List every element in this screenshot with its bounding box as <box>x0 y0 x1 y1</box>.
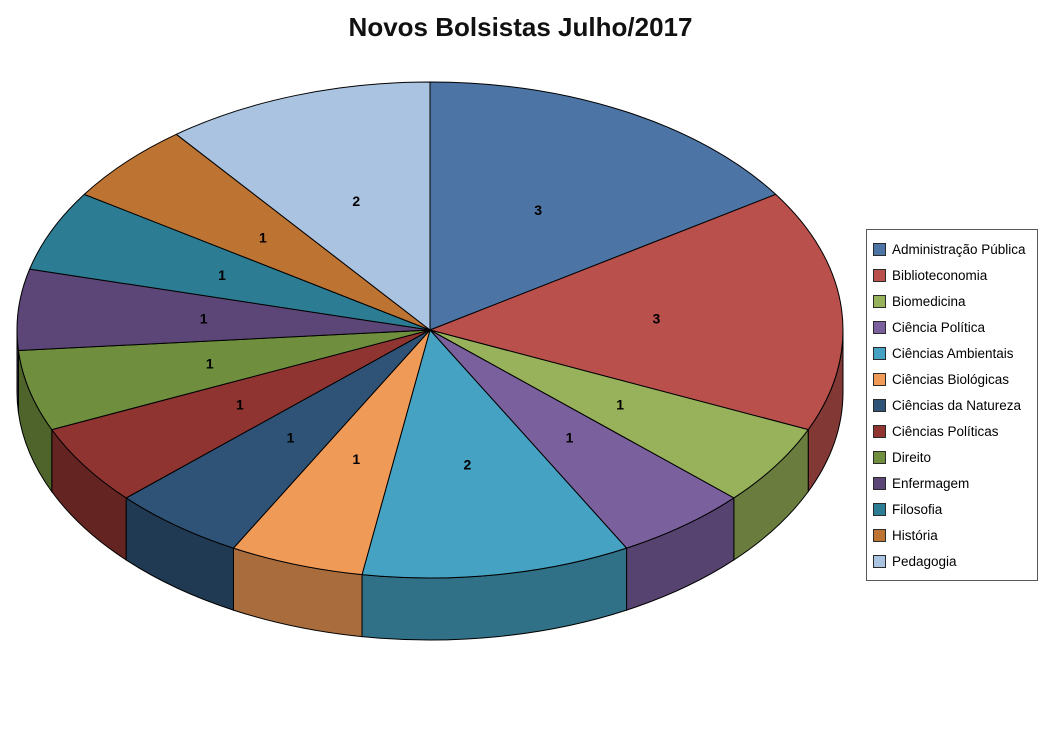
legend-item-ciencias-da-natureza: Ciências da Natureza <box>873 392 1033 418</box>
pie-slice-pedagogia <box>175 81 431 331</box>
legend: Administração Pública Biblioteconomia Biom… <box>866 229 1038 581</box>
legend-label-biomedicina: Biomedicina <box>892 293 966 309</box>
legend-item-ciencias-biologicas: Ciências Biológicas <box>873 366 1033 392</box>
legend-label-ciencias-biologicas: Ciências Biológicas <box>892 371 1010 387</box>
pie-slice-direito <box>17 329 431 431</box>
legend-swatch-ciencias-biologicas <box>873 372 886 386</box>
chart-title: Novos Bolsistas Julho/2017 <box>348 12 693 42</box>
legend-swatch-pedagogia <box>873 554 886 568</box>
pie-slice-enfermagem <box>16 268 431 351</box>
legend-swatch-direito <box>873 450 886 464</box>
legend-item-ciencias-ambientais: Ciências Ambientais <box>873 340 1033 366</box>
legend-swatch-historia <box>873 528 886 542</box>
data-label-enfermagem: 1 <box>200 311 208 327</box>
legend-item-ciencia-politica: Ciência Política <box>873 314 1033 340</box>
legend-label-ciencia-politica: Ciência Política <box>892 319 986 335</box>
legend-swatch-ciencias-politicas <box>873 424 886 438</box>
data-label-pedagogia: 2 <box>352 193 360 209</box>
legend-label-filosofia: Filosofia <box>892 501 943 517</box>
pie-slice-filosofia <box>29 193 431 331</box>
legend-item-biomedicina: Biomedicina <box>873 288 1033 314</box>
pie-slice-historia <box>83 133 431 331</box>
legend-swatch-filosofia <box>873 502 886 516</box>
data-label-biomedicina: 1 <box>616 397 624 413</box>
data-label-ciencias-politicas: 1 <box>236 397 244 413</box>
legend-label-pedagogia: Pedagogia <box>892 553 957 569</box>
legend-label-ciencias-ambientais: Ciências Ambientais <box>892 345 1014 361</box>
legend-swatch-ciencias-ambientais <box>873 346 886 360</box>
legend-item-pedagogia: Pedagogia <box>873 548 1033 574</box>
data-label-historia: 1 <box>259 230 267 246</box>
legend-label-direito: Direito <box>892 449 932 465</box>
data-label-biblioteconomia: 3 <box>652 311 660 327</box>
legend-label-ciencias-da-natureza: Ciências da Natureza <box>892 397 1022 413</box>
legend-swatch-administracao-publica <box>873 242 886 256</box>
data-label-ciencias-da-natureza: 1 <box>287 430 295 446</box>
legend-item-ciencias-politicas: Ciências Políticas <box>873 418 1033 444</box>
legend-item-historia: História <box>873 522 1033 548</box>
pie-slice-biomedicina <box>429 329 809 499</box>
legend-label-biblioteconomia: Biblioteconomia <box>892 267 988 283</box>
pie-slice-biblioteconomia <box>429 193 844 431</box>
data-label-administracao-publica: 3 <box>534 202 542 218</box>
legend-item-filosofia: Filosofia <box>873 496 1033 522</box>
legend-item-enfermagem: Enfermagem <box>873 470 1033 496</box>
pie-slice-ciencias-da-natureza <box>125 329 431 549</box>
pie-slice-ciencias-biologicas <box>232 329 431 576</box>
data-label-filosofia: 1 <box>218 267 226 283</box>
legend-item-administracao-publica: Administração Pública <box>873 236 1033 262</box>
data-label-ciencias-biologicas: 1 <box>352 451 360 467</box>
data-label-ciencia-politica: 1 <box>566 430 574 446</box>
legend-swatch-biomedicina <box>873 294 886 308</box>
pie-slice-ciencias-politicas <box>51 329 431 499</box>
legend-item-biblioteconomia: Biblioteconomia <box>873 262 1033 288</box>
data-label-ciencias-ambientais: 2 <box>463 457 471 473</box>
data-label-direito: 1 <box>206 355 214 371</box>
pie-slice-ciencia-politica <box>429 329 735 549</box>
legend-label-enfermagem: Enfermagem <box>892 475 970 491</box>
legend-item-direito: Direito <box>873 444 1033 470</box>
pie-slice-ciencias-ambientais <box>361 329 628 579</box>
legend-label-historia: História <box>892 527 938 543</box>
legend-label-ciencias-politicas: Ciências Políticas <box>892 423 999 439</box>
legend-swatch-biblioteconomia <box>873 268 886 282</box>
pie-slice-administracao-publica <box>429 81 777 331</box>
legend-swatch-enfermagem <box>873 476 886 490</box>
legend-label-administracao-publica: Administração Pública <box>892 241 1026 257</box>
legend-swatch-ciencias-da-natureza <box>873 398 886 412</box>
legend-swatch-ciencia-politica <box>873 320 886 334</box>
